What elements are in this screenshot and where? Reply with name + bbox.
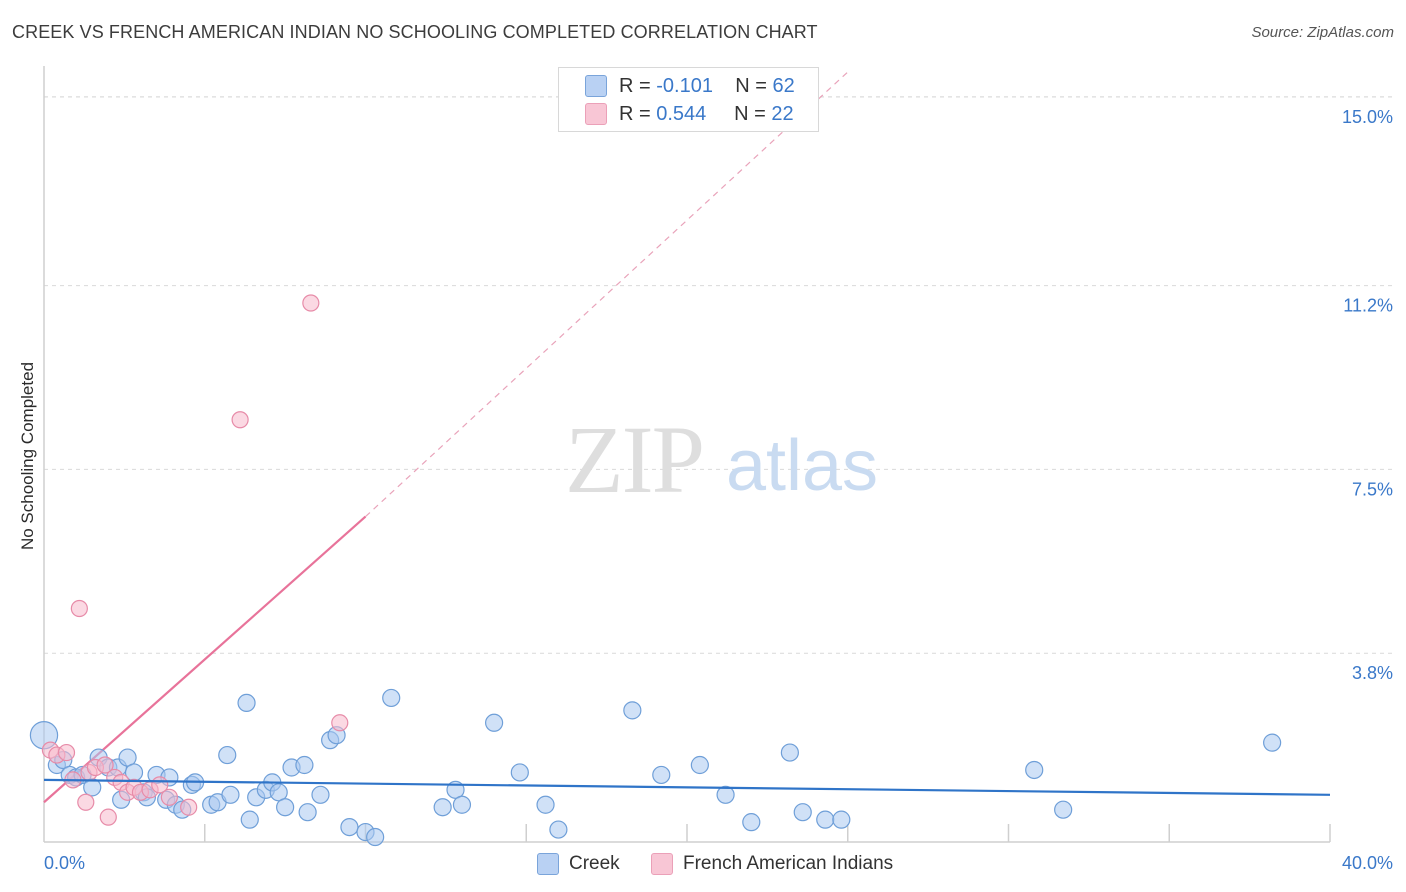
points: [29, 294, 1282, 847]
french-point: [160, 788, 178, 806]
creek-point: [340, 817, 359, 837]
french-swatch: [585, 103, 607, 125]
creek-point: [832, 810, 851, 829]
creek-point: [536, 795, 555, 814]
creek-point: [240, 810, 259, 829]
french-point: [231, 411, 249, 429]
y-tick-label: 3.8%: [1352, 663, 1393, 683]
creek-point: [780, 743, 799, 762]
x-tick-label-max: 40.0%: [1342, 853, 1393, 873]
watermark: ZIP atlas: [565, 406, 878, 513]
french-point: [180, 798, 198, 816]
axes: [43, 66, 1331, 843]
creek-point: [452, 795, 472, 814]
creek-point: [218, 745, 237, 765]
creek-point: [1025, 760, 1044, 780]
french-r-value: 0.544: [656, 102, 707, 125]
creek-point: [366, 827, 385, 847]
source-label: Source: ZipAtlas.com: [1251, 24, 1394, 41]
creek-point: [623, 701, 642, 720]
french-n-label: N =: [734, 102, 772, 125]
bottom-legend-french: French American Indians: [651, 852, 893, 876]
creek-point: [221, 785, 240, 804]
creek-point: [816, 810, 835, 829]
creek-r-value: -0.101: [656, 74, 713, 97]
y-tick-label: 7.5%: [1352, 479, 1393, 499]
creek-trend-line: [43, 778, 1331, 796]
creek-point: [382, 688, 401, 708]
creek-point: [510, 763, 529, 782]
french-legend-swatch: [651, 853, 673, 875]
y-tick-label: 15.0%: [1342, 107, 1393, 127]
creek-r-label: R =: [619, 74, 657, 97]
creek-swatch: [585, 75, 607, 97]
creek-point: [652, 765, 671, 785]
french-point: [331, 714, 349, 732]
chart-title: CREEK VS FRENCH AMERICAN INDIAN NO SCHOO…: [12, 22, 818, 42]
bottom-legend-creek: Creek: [537, 852, 620, 876]
french-n-value: 22: [771, 102, 794, 125]
creek-point: [237, 693, 256, 713]
creek-point: [742, 813, 761, 832]
legend-french-text: R = 0.544 N = 22: [619, 103, 794, 126]
legend-creek-text: R = -0.101 N = 62: [619, 75, 795, 98]
creek-legend-swatch: [537, 853, 559, 875]
french-legend-label: French American Indians: [683, 853, 894, 874]
french-point: [302, 294, 320, 312]
french-r-label: R =: [619, 102, 657, 125]
creek-point: [793, 803, 812, 822]
creek-point: [276, 798, 295, 817]
x-tick-label-min: 0.0%: [44, 853, 85, 873]
y-tick-label: 11.2%: [1343, 296, 1393, 316]
french-point: [99, 808, 117, 826]
french-point: [96, 756, 114, 774]
creek-point: [549, 820, 568, 839]
creek-point: [485, 713, 504, 732]
creek-point: [690, 755, 709, 775]
french-point: [77, 793, 95, 811]
watermark-atlas: atlas: [726, 426, 878, 506]
creek-legend-label: Creek: [569, 853, 620, 874]
creek-point: [1263, 733, 1282, 752]
french-point: [57, 743, 76, 762]
creek-point: [433, 798, 452, 817]
tick-labels: 3.8% 7.5% 11.2% 15.0% 0.0% 40.0%: [44, 107, 1393, 873]
creek-n-label: N =: [735, 74, 773, 97]
creek-point: [716, 785, 735, 804]
creek-point: [1054, 800, 1073, 819]
watermark-zip: ZIP: [565, 406, 703, 513]
correlation-legend: R = -0.101 N = 62 R = 0.544 N = 22: [558, 67, 819, 132]
creek-point: [295, 755, 314, 775]
creek-trend: [43, 778, 1331, 796]
creek-n-value: 62: [772, 74, 795, 97]
creek-point: [298, 803, 317, 822]
grid-lines: [44, 96, 1396, 654]
french-point: [70, 599, 88, 618]
creek-point: [311, 785, 330, 804]
